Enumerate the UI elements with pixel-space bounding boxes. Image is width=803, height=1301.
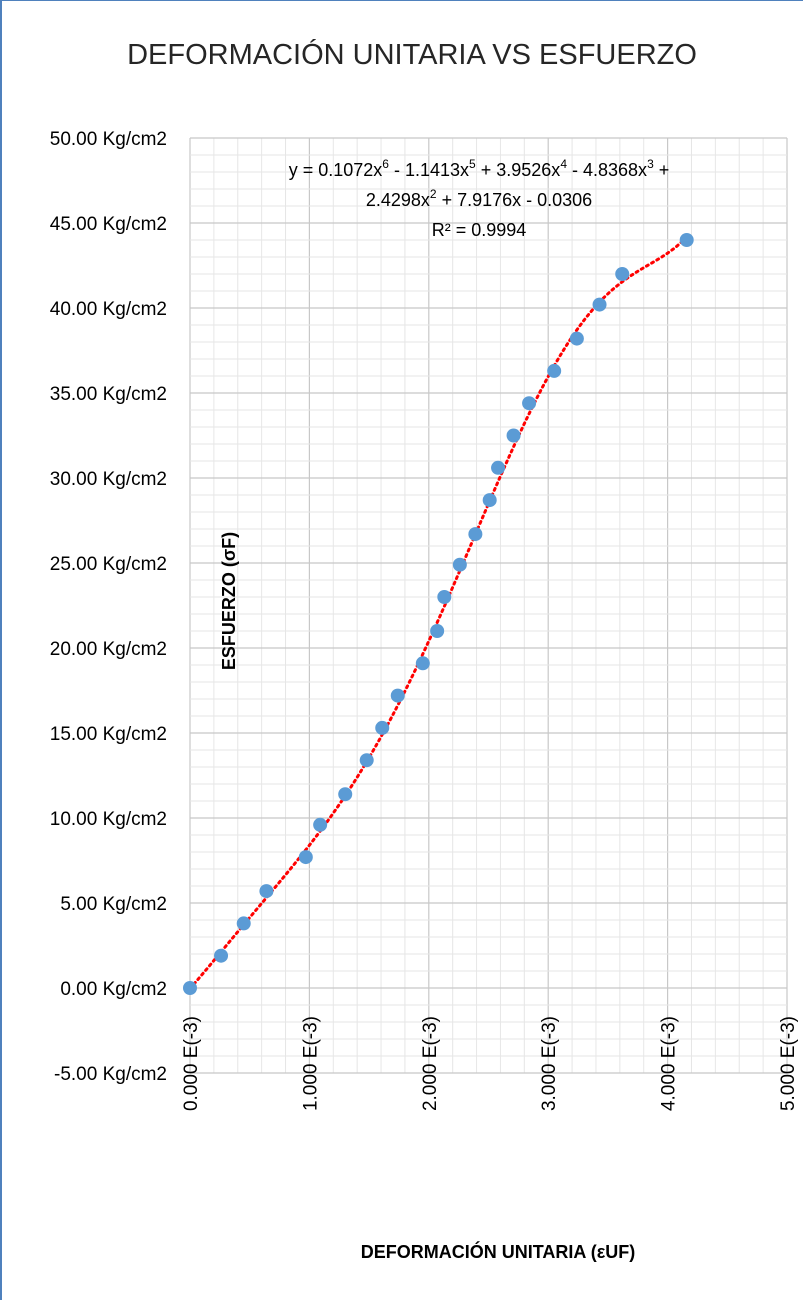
eq-term: - 4.8368x (567, 160, 647, 180)
y-tick-label: 25.00 Kg/cm2 (50, 554, 167, 575)
data-point (313, 817, 328, 832)
x-tick-label: 2.000 E(-3) (420, 1016, 441, 1111)
y-tick-label: 5.00 Kg/cm2 (60, 894, 167, 915)
data-point (615, 267, 630, 281)
gridlines (189, 137, 788, 1074)
data-point (522, 396, 537, 411)
data-point (214, 948, 229, 963)
data-point (390, 688, 405, 703)
y-tick-label: 50.00 Kg/cm2 (50, 129, 167, 150)
data-point (506, 428, 521, 443)
x-tick-label: 1.000 E(-3) (300, 1016, 321, 1111)
eq-term: 2.4298x (366, 190, 430, 210)
x-tick-label: 4.000 E(-3) (659, 1016, 680, 1111)
y-axis-title: ESFUERZO (σF) (219, 532, 239, 670)
data-point (375, 720, 390, 735)
y-tick-label: 30.00 Kg/cm2 (50, 469, 167, 490)
eq-exponent: 4 (560, 157, 567, 171)
eq-exponent: 5 (469, 157, 476, 171)
eq-exponent: 2 (430, 187, 437, 201)
data-point (468, 527, 483, 542)
eq-exponent: 6 (382, 157, 389, 171)
eq-term: + 7.9176x - 0.0306 (437, 190, 593, 210)
chart-title: DEFORMACIÓN UNITARIA VS ESFUERZO (127, 38, 697, 71)
data-point (452, 557, 467, 572)
y-tick-label: 45.00 Kg/cm2 (50, 214, 167, 235)
eq-term: + (654, 160, 670, 180)
y-tick-label: 20.00 Kg/cm2 (50, 639, 167, 660)
y-tick-label: 35.00 Kg/cm2 (50, 384, 167, 405)
y-tick-label: 40.00 Kg/cm2 (50, 299, 167, 320)
y-tick-labels: -5.00 Kg/cm2 0.00 Kg/cm2 5.00 Kg/cm2 10.00 … (50, 129, 167, 1085)
data-point (679, 233, 694, 247)
y-tick-label: 15.00 Kg/cm2 (50, 724, 167, 745)
data-point (491, 460, 506, 475)
data-point (547, 363, 562, 378)
data-point (298, 850, 313, 865)
x-tick-label: 0.000 E(-3) (181, 1016, 202, 1111)
r-squared-label: R² = 0.9994 (432, 220, 527, 240)
data-points (183, 233, 694, 995)
data-point (430, 624, 445, 638)
x-tick-label: 3.000 E(-3) (539, 1016, 560, 1111)
data-point (338, 787, 353, 802)
data-point (437, 590, 452, 604)
x-tick-labels: 0.000 E(-3) 1.000 E(-3) 2.000 E(-3) 3.000 E… (181, 1016, 799, 1111)
data-point (592, 297, 607, 312)
data-point (569, 331, 584, 346)
eq-term: - 1.1413x (389, 160, 469, 180)
y-tick-label: 10.00 Kg/cm2 (50, 809, 167, 830)
trendline-layer (188, 235, 689, 991)
eq-term: + 3.9526x (476, 160, 561, 180)
x-axis-title: DEFORMACIÓN UNITARIA (εUF) (361, 1241, 636, 1262)
eq-exponent: 3 (647, 157, 654, 171)
data-point (183, 981, 197, 995)
y-tick-label: -5.00 Kg/cm2 (54, 1064, 167, 1085)
eq-term: y = 0.1072x (289, 160, 383, 180)
data-point (415, 656, 430, 671)
trendline-equation: y = 0.1072x6 - 1.1413x5 + 3.9526x4 - 4.8… (289, 157, 670, 240)
y-tick-label: 0.00 Kg/cm2 (60, 979, 167, 1000)
trendline (188, 235, 689, 991)
data-point (236, 916, 251, 931)
equation-line-2: 2.4298x2 + 7.9176x - 0.0306 (366, 187, 592, 210)
data-point (482, 493, 497, 508)
equation-line-1: y = 0.1072x6 - 1.1413x5 + 3.9526x4 - 4.8… (289, 157, 670, 180)
x-tick-label: 5.000 E(-3) (778, 1016, 799, 1111)
data-point (359, 753, 374, 768)
data-point (259, 884, 274, 899)
